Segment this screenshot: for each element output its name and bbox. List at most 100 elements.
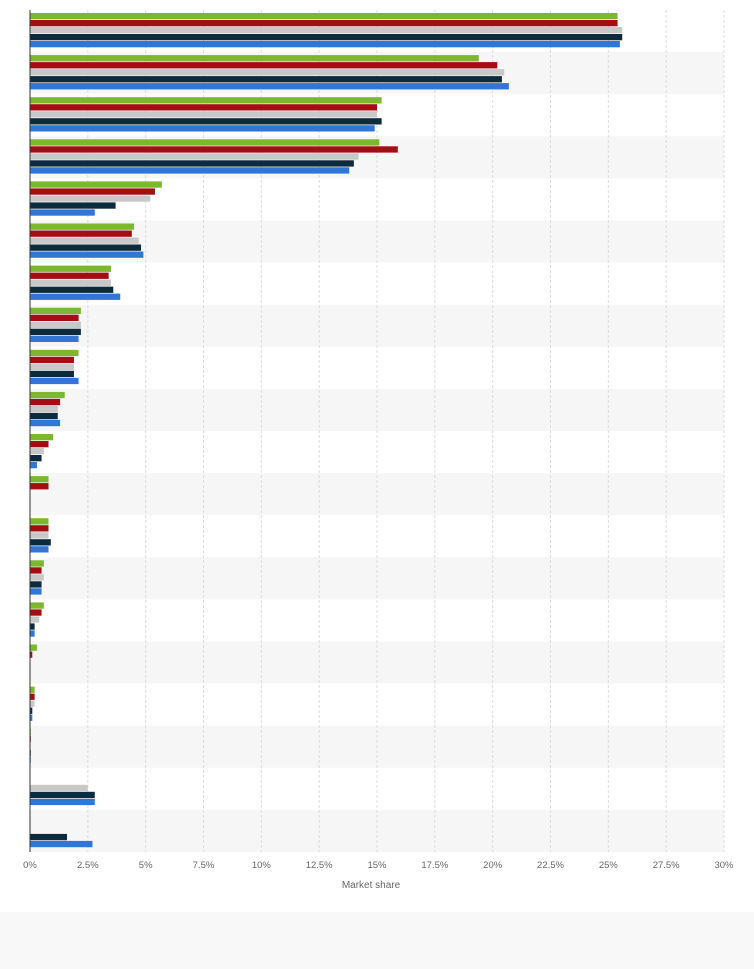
bar[interactable] (30, 328, 81, 335)
bar[interactable] (30, 405, 58, 413)
bar[interactable] (30, 188, 155, 195)
bar[interactable] (30, 518, 49, 525)
x-tick-label: 25% (599, 860, 619, 871)
x-tick-label: 27.5% (653, 860, 680, 871)
bar[interactable] (30, 104, 377, 111)
bar[interactable] (30, 398, 61, 406)
x-tick-label: 5% (139, 860, 153, 871)
x-tick-label: 30% (714, 860, 734, 871)
x-tick-label: 15% (367, 860, 387, 871)
x-tick-label: 17.5% (421, 860, 448, 871)
bar[interactable] (30, 195, 151, 202)
bar[interactable] (30, 286, 114, 293)
bar[interactable] (30, 574, 44, 581)
bar[interactable] (30, 434, 54, 441)
bar[interactable] (30, 588, 42, 595)
bar[interactable] (30, 279, 111, 286)
bar[interactable] (30, 335, 79, 342)
bar[interactable] (30, 167, 350, 174)
bar[interactable] (30, 27, 623, 34)
x-axis-label: Market share (342, 880, 401, 891)
bar[interactable] (30, 251, 144, 258)
bar[interactable] (30, 20, 618, 27)
bar[interactable] (30, 441, 49, 448)
bar[interactable] (30, 153, 359, 160)
x-tick-label: 22.5% (537, 860, 564, 871)
bar[interactable] (30, 265, 111, 272)
bar[interactable] (30, 602, 44, 609)
bar[interactable] (30, 623, 35, 630)
bar[interactable] (30, 419, 61, 427)
bar[interactable] (30, 321, 81, 328)
bar[interactable] (30, 34, 623, 41)
bar[interactable] (30, 651, 33, 658)
x-tick-label: 10% (252, 860, 272, 871)
bar[interactable] (30, 448, 44, 455)
gridlines (87, 10, 725, 852)
bar[interactable] (30, 462, 37, 469)
bar[interactable] (30, 532, 49, 539)
bar[interactable] (30, 784, 88, 792)
bar[interactable] (30, 560, 44, 567)
bar[interactable] (30, 370, 74, 378)
bar[interactable] (30, 630, 35, 637)
x-tick-label: 20% (483, 860, 503, 871)
bar[interactable] (30, 644, 37, 651)
bar[interactable] (30, 209, 95, 216)
bar[interactable] (30, 391, 65, 399)
bar[interactable] (30, 349, 79, 357)
bar[interactable] (30, 609, 42, 616)
bar[interactable] (30, 483, 49, 490)
bar[interactable] (30, 237, 139, 244)
bar[interactable] (30, 125, 375, 132)
bar[interactable] (30, 686, 35, 693)
bar[interactable] (30, 181, 162, 188)
bar[interactable] (30, 62, 498, 69)
bar[interactable] (30, 840, 93, 848)
bar[interactable] (30, 41, 620, 48)
bar[interactable] (30, 118, 382, 125)
bar[interactable] (30, 546, 49, 553)
bar[interactable] (30, 412, 58, 420)
bar[interactable] (30, 798, 95, 806)
bar[interactable] (30, 707, 33, 714)
bar[interactable] (30, 139, 380, 146)
x-tick-labels: 0% 2.5% 5% 7.5% 10% 12.5% 15% 17.5% 20% 22.5% 25% 2… (23, 860, 734, 871)
bar[interactable] (30, 314, 79, 321)
bar[interactable] (30, 616, 40, 623)
bar[interactable] (30, 581, 42, 588)
bar[interactable] (30, 55, 479, 62)
bar[interactable] (30, 525, 49, 532)
bar[interactable] (30, 567, 42, 574)
bar[interactable] (30, 363, 74, 371)
bar[interactable] (30, 356, 74, 364)
bar[interactable] (30, 272, 109, 279)
bar[interactable] (30, 76, 502, 83)
row-band (30, 473, 724, 516)
bar[interactable] (30, 833, 68, 841)
bar[interactable] (30, 69, 505, 76)
bar[interactable] (30, 700, 35, 707)
bar[interactable] (30, 307, 81, 314)
bar[interactable] (30, 244, 142, 251)
bar[interactable] (30, 111, 377, 118)
x-tick-label: 12.5% (306, 860, 333, 871)
bar[interactable] (30, 693, 35, 700)
bar[interactable] (30, 202, 116, 209)
bar[interactable] (30, 377, 79, 385)
bar[interactable] (30, 791, 95, 799)
bar[interactable] (30, 714, 33, 721)
bars (30, 13, 623, 848)
bar[interactable] (30, 539, 51, 546)
bar[interactable] (30, 223, 135, 230)
bar[interactable] (30, 146, 398, 153)
bar[interactable] (30, 13, 618, 20)
bar[interactable] (30, 293, 121, 300)
bar[interactable] (30, 97, 382, 104)
bar[interactable] (30, 83, 509, 90)
bar[interactable] (30, 455, 42, 462)
bar[interactable] (30, 230, 132, 237)
bar[interactable] (30, 476, 49, 483)
x-tick-label: 0% (23, 860, 37, 871)
bar[interactable] (30, 160, 354, 167)
